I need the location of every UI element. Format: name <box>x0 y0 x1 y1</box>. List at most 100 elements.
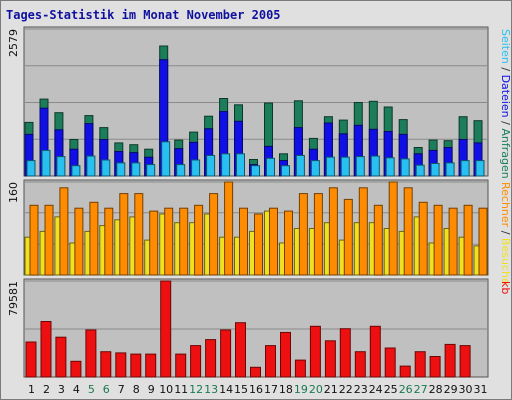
day-label: 10 <box>159 383 173 396</box>
bar-pages <box>356 157 364 176</box>
bar-sites <box>359 188 367 275</box>
day-label: 26 <box>399 383 413 396</box>
bar-pages <box>162 142 170 176</box>
bar-pages <box>27 161 35 176</box>
y-max-label-visits: 160 <box>7 182 20 203</box>
day-label: 8 <box>133 383 140 396</box>
day-label: 22 <box>339 383 353 396</box>
day-label: 11 <box>174 383 188 396</box>
bar-sites <box>120 194 128 275</box>
bar-sites <box>285 211 293 275</box>
bar-kbytes <box>131 354 141 377</box>
bar-pages <box>42 150 50 176</box>
side-legend-hits: Seiten / Dateien / Anfragen <box>499 29 512 179</box>
bar-sites <box>195 205 203 275</box>
side-legend-visits: Rechner / Besuche <box>499 182 512 285</box>
bar-pages <box>461 161 469 176</box>
day-label: 25 <box>384 383 398 396</box>
bar-sites <box>464 205 472 275</box>
bar-pages <box>267 158 275 176</box>
bar-sites <box>434 205 442 275</box>
bar-sites <box>374 205 382 275</box>
bar-sites <box>299 194 307 275</box>
bar-kbytes <box>161 281 171 377</box>
bar-kbytes <box>340 329 350 377</box>
y-max-label-hits: 2579 <box>7 29 20 57</box>
legend-seiten: Seiten <box>499 29 512 64</box>
bar-kbytes <box>71 361 81 377</box>
bar-sites <box>240 208 248 275</box>
legend-anfragen: Anfragen <box>499 128 512 178</box>
bar-kbytes <box>176 354 186 377</box>
bar-kbytes <box>251 367 261 377</box>
day-label: 16 <box>249 383 263 396</box>
bar-sites <box>105 208 113 275</box>
day-label: 3 <box>58 383 65 396</box>
day-label: 19 <box>294 383 308 396</box>
bar-sites <box>30 205 38 275</box>
bar-pages <box>102 160 110 176</box>
bar-kbytes <box>56 337 66 377</box>
bar-pages <box>311 161 319 176</box>
bar-sites <box>255 214 263 275</box>
bar-kbytes <box>310 326 320 377</box>
bar-sites <box>404 188 412 275</box>
day-label: 27 <box>414 383 428 396</box>
bar-pages <box>132 163 140 176</box>
day-label: 21 <box>324 383 338 396</box>
bar-kbytes <box>355 352 365 377</box>
bar-kbytes <box>236 323 246 377</box>
bar-pages <box>222 154 230 176</box>
bar-kbytes <box>370 326 380 377</box>
day-label: 2 <box>43 383 50 396</box>
day-label: 1 <box>28 383 35 396</box>
bar-sites <box>389 182 397 275</box>
bar-kbytes <box>295 360 305 377</box>
bar-kbytes <box>101 352 111 377</box>
bar-kbytes <box>191 346 201 377</box>
bar-sites <box>270 208 278 275</box>
bar-kbytes <box>86 330 96 377</box>
bar-kbytes <box>430 357 440 378</box>
day-label: 9 <box>148 383 155 396</box>
bar-kbytes <box>116 353 126 377</box>
bar-sites <box>210 194 218 275</box>
bar-pages <box>326 157 334 176</box>
bar-sites <box>60 188 68 275</box>
bar-kbytes <box>400 366 410 377</box>
bar-pages <box>177 165 185 176</box>
day-label: 4 <box>73 383 80 396</box>
day-label: 30 <box>459 383 473 396</box>
y-max-label-kbytes: 79581 <box>7 281 20 316</box>
bar-pages <box>401 159 409 176</box>
bar-sites <box>449 208 457 275</box>
legend-kb: kb <box>499 281 512 294</box>
bar-sites <box>419 202 427 275</box>
bar-kbytes <box>325 341 335 377</box>
bar-sites <box>75 208 83 275</box>
day-label: 6 <box>103 383 110 396</box>
day-label: 14 <box>219 383 233 396</box>
bar-sites <box>225 182 233 275</box>
day-label: 7 <box>118 383 125 396</box>
day-label: 18 <box>279 383 293 396</box>
bar-sites <box>344 199 352 275</box>
bar-sites <box>329 188 337 275</box>
day-label: 5 <box>88 383 95 396</box>
bar-sites <box>45 205 53 275</box>
bar-sites <box>90 202 98 275</box>
bar-kbytes <box>385 348 395 377</box>
bar-sites <box>314 194 322 275</box>
bar-pages <box>192 160 200 176</box>
legend-separator: / <box>499 64 512 75</box>
day-label: 24 <box>369 383 383 396</box>
day-label: 15 <box>234 383 248 396</box>
day-label: 28 <box>429 383 443 396</box>
bar-pages <box>296 156 304 177</box>
bar-kbytes <box>415 352 425 377</box>
bar-pages <box>117 163 125 176</box>
bar-pages <box>446 163 454 176</box>
day-label: 20 <box>309 383 323 396</box>
bar-kbytes <box>146 354 156 377</box>
bar-kbytes <box>460 346 470 377</box>
